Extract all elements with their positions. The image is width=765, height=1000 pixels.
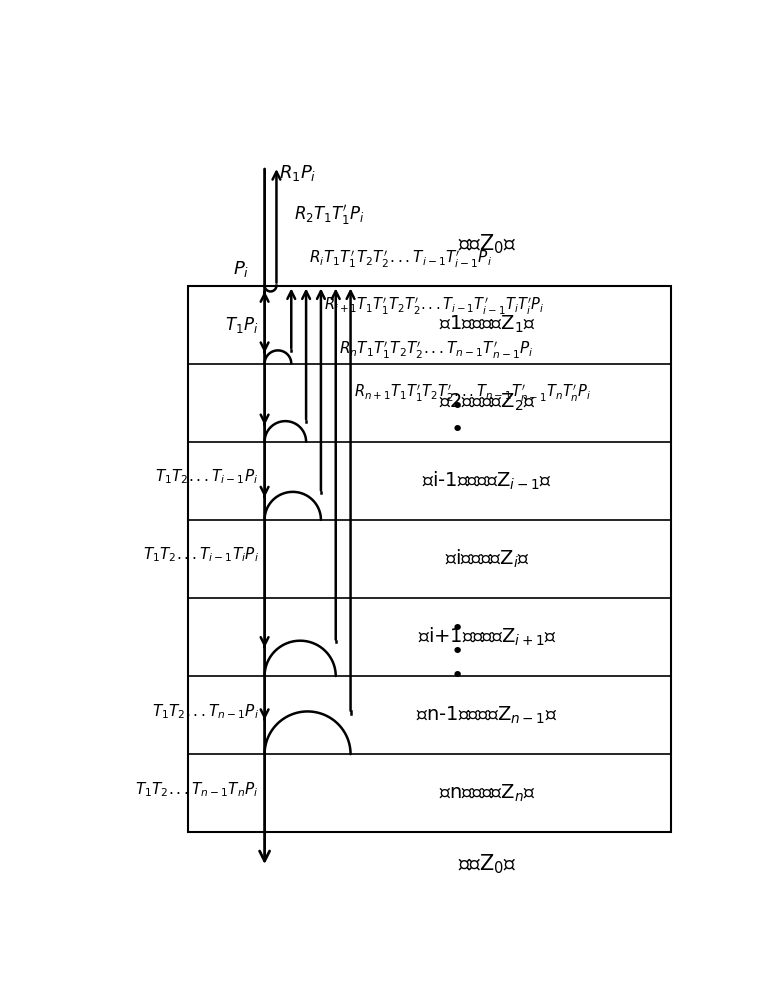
Text: 第n-1层材料（Z$_{n-1}$）: 第n-1层材料（Z$_{n-1}$） xyxy=(416,704,558,726)
Text: $T_1T_2...T_{i-1}T_iP_i$: $T_1T_2...T_{i-1}T_iP_i$ xyxy=(142,546,259,564)
Text: 第i-1层材料（Z$_{i-1}$）: 第i-1层材料（Z$_{i-1}$） xyxy=(422,470,552,492)
Text: $R_nT_1T_1'T_2T_2'...T_{n-1}T_{n-1}'P_i$: $R_nT_1T_1'T_2T_2'...T_{n-1}T_{n-1}'P_i$ xyxy=(339,339,533,361)
Text: •
•: • • xyxy=(451,396,464,440)
Text: $T_1T_2...T_{n-1}P_i$: $T_1T_2...T_{n-1}P_i$ xyxy=(151,702,259,721)
Text: $R_1P_i$: $R_1P_i$ xyxy=(279,163,317,183)
Text: 第2层材料（Z$_2$）: 第2层材料（Z$_2$） xyxy=(438,392,536,413)
Text: •
•
•: • • • xyxy=(451,619,464,686)
Text: $T_1P_i$: $T_1P_i$ xyxy=(226,315,259,335)
Text: $R_2T_1T_1'P_i$: $R_2T_1T_1'P_i$ xyxy=(295,203,365,227)
Text: $P_i$: $P_i$ xyxy=(233,259,249,279)
Text: 水（Z$_0$）: 水（Z$_0$） xyxy=(457,232,516,256)
Text: 第n层材料（Z$_n$）: 第n层材料（Z$_n$） xyxy=(438,783,536,804)
Bar xyxy=(187,286,671,832)
Text: 第i层材料（Z$_i$）: 第i层材料（Z$_i$） xyxy=(444,548,529,570)
Text: $T_1T_2...T_{i-1}P_i$: $T_1T_2...T_{i-1}P_i$ xyxy=(155,468,259,486)
Text: $R_{i+1}T_1T_1'T_2T_2'...T_{i-1}T_{i-1}'T_iT_i'P_i$: $R_{i+1}T_1T_1'T_2T_2'...T_{i-1}T_{i-1}'… xyxy=(324,296,545,317)
Text: $R_{n+1}T_1T_1'T_2T_2'...T_{n-1}T_{n-1}'T_nT_n'P_i$: $R_{n+1}T_1T_1'T_2T_2'...T_{n-1}T_{n-1}'… xyxy=(353,383,591,404)
Text: $R_iT_1T_1'T_2T_2'...T_{i-1}T_{i-1}'P_i$: $R_iT_1T_1'T_2T_2'...T_{i-1}T_{i-1}'P_i$ xyxy=(309,249,492,270)
Text: $T_1T_2...T_{n-1}T_nP_i$: $T_1T_2...T_{n-1}T_nP_i$ xyxy=(135,780,259,799)
Text: 第i+1层材料（Z$_{i+1}$）: 第i+1层材料（Z$_{i+1}$） xyxy=(418,626,556,648)
Text: 水（Z$_0$）: 水（Z$_0$） xyxy=(457,852,516,876)
Text: 第1层材料（Z$_1$）: 第1层材料（Z$_1$） xyxy=(438,314,536,335)
